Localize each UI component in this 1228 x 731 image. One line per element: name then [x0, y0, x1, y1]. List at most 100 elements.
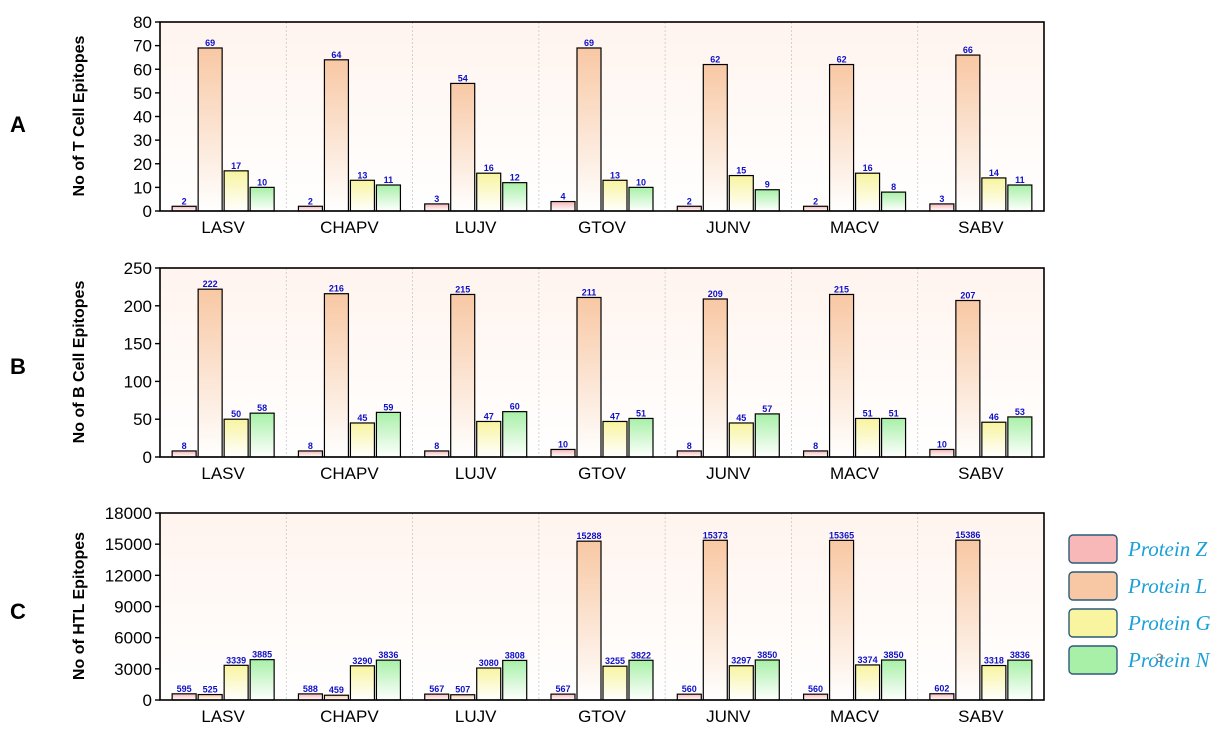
data-label: 13: [357, 170, 367, 180]
bar-protein-l-macv: [828, 63, 855, 212]
data-label: 46: [989, 412, 999, 422]
bar-protein-z-gtov: [550, 693, 576, 701]
data-label: 11: [384, 175, 394, 185]
bar-protein-n-sabv: [1007, 184, 1033, 212]
data-label: 64: [331, 50, 341, 60]
y-tick-label: 50: [133, 84, 152, 103]
bar-protein-n-lujv: [502, 659, 528, 701]
bar-protein-l-junv: [702, 298, 728, 458]
bar-protein-l-gtov: [576, 47, 602, 212]
data-label: 12: [510, 173, 520, 183]
panel-a: 2 69 17 10 LASV 2 64 13 11 CHAPV 3 54 16 12 LUJV 4 69 13 1…: [10, 13, 1045, 237]
bar-protein-g-chapv: [349, 179, 376, 212]
data-label: 3822: [631, 650, 651, 660]
data-label: 2: [182, 196, 187, 206]
legend-swatch: [1068, 534, 1118, 564]
bar-protein-z-lujv: [424, 203, 450, 212]
data-label: 3885: [252, 650, 272, 660]
data-label: 15: [736, 166, 746, 176]
bar-protein-g-chapv: [349, 422, 376, 458]
data-label: 62: [710, 55, 720, 65]
data-label: 3318: [984, 656, 1004, 666]
data-label: 525: [203, 685, 218, 695]
data-label: 215: [455, 284, 470, 294]
bar-protein-n-macv: [880, 191, 907, 212]
data-label: 50: [231, 409, 241, 419]
bar-protein-z-macv: [802, 450, 829, 458]
category-label-chapv: CHAPV: [320, 218, 379, 237]
bar-protein-n-chapv: [375, 659, 402, 701]
data-label: 3080: [479, 658, 499, 668]
bar-protein-n-sabv: [1007, 659, 1033, 701]
bar-protein-n-lujv: [502, 411, 528, 458]
bar-protein-z-macv: [802, 693, 829, 701]
legend-item-protein-l: Protein L: [1068, 571, 1207, 601]
bar-protein-z-junv: [676, 450, 702, 458]
data-label: 45: [357, 413, 367, 423]
plot-area: [160, 268, 1044, 457]
data-label: 602: [934, 684, 949, 694]
bar-protein-n-chapv: [375, 184, 402, 212]
bar-protein-n-lujv: [502, 182, 528, 212]
bar-protein-l-sabv: [955, 54, 981, 212]
category-label-lujv: LUJV: [455, 707, 497, 726]
bar-protein-z-gtov: [550, 448, 576, 458]
bar-protein-n-sabv: [1007, 416, 1033, 458]
data-label: 3374: [858, 655, 878, 665]
bar-protein-l-chapv: [323, 293, 350, 458]
legend-label: Protein N: [1127, 648, 1210, 672]
bar-protein-l-macv: [828, 293, 855, 458]
bar-protein-l-sabv: [955, 539, 981, 701]
data-label: 3: [939, 194, 944, 204]
legend-label: Protein L: [1127, 574, 1207, 598]
data-label: 45: [736, 413, 746, 423]
data-label: 3850: [757, 650, 777, 660]
data-label: 58: [257, 403, 267, 413]
data-label: 15288: [576, 531, 601, 541]
bar-protein-n-junv: [754, 413, 780, 458]
data-label: 3: [434, 194, 439, 204]
data-label: 53: [1015, 407, 1025, 417]
data-label: 3339: [226, 655, 246, 665]
data-label: 3836: [378, 650, 398, 660]
category-label-lasv: LASV: [201, 464, 245, 483]
data-label: 2: [308, 196, 313, 206]
bar-protein-g-chapv: [349, 665, 376, 701]
data-label: 3808: [505, 650, 525, 660]
data-label: 47: [610, 411, 620, 421]
y-tick-label: 6000: [114, 629, 152, 648]
y-tick-label: 15000: [105, 535, 152, 554]
category-label-lasv: LASV: [201, 707, 245, 726]
data-label: 209: [708, 289, 723, 299]
bar-protein-l-lujv: [450, 293, 476, 458]
y-tick-label: 20: [133, 155, 152, 174]
category-label-lasv: LASV: [201, 218, 245, 237]
data-label: 8: [813, 441, 818, 451]
plot-area: [160, 22, 1044, 211]
bar-protein-z-sabv: [929, 448, 955, 458]
y-tick-label: 150: [124, 335, 152, 354]
data-label: 567: [555, 684, 570, 694]
category-label-macv: MACV: [830, 218, 880, 237]
bar-protein-n-gtov: [628, 186, 654, 212]
category-label-gtov: GTOV: [578, 707, 627, 726]
data-label: 16: [484, 163, 494, 173]
legend-item-protein-g: Protein G: [1068, 608, 1211, 638]
y-axis-label: No of T Cell Epitopes: [71, 35, 88, 196]
legend-label: Protein G: [1127, 611, 1211, 635]
y-tick-label: 250: [124, 259, 152, 278]
y-tick-label: 9000: [114, 598, 152, 617]
category-label-gtov: GTOV: [578, 218, 627, 237]
bar-protein-z-junv: [676, 693, 702, 701]
data-label: 8: [687, 441, 692, 451]
panel-b: 8 222 50 58 LASV 8 216 45 59 CHAPV 8 215 47 60 LUJV 10 2…: [10, 259, 1045, 483]
data-label: 11: [1015, 175, 1025, 185]
y-tick-label: 200: [124, 297, 152, 316]
bar-protein-g-gtov: [602, 665, 628, 701]
bar-protein-g-junv: [728, 422, 754, 458]
bar-protein-g-lasv: [223, 418, 249, 458]
bar-protein-n-lasv: [249, 659, 275, 701]
data-label: 16: [863, 163, 873, 173]
bar-protein-n-chapv: [375, 411, 402, 458]
